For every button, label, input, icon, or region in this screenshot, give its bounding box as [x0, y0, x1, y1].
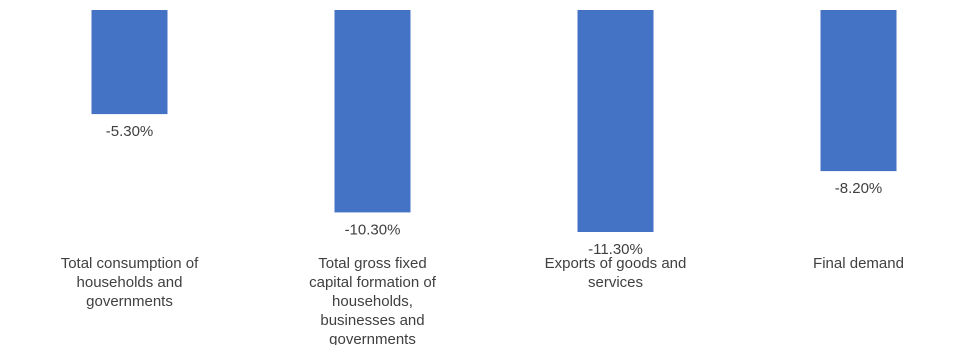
category-label: Total gross fixed capital formation of hou…: [309, 255, 437, 345]
bar: [334, 10, 411, 213]
data-label: -11.30%: [588, 241, 643, 258]
category-label: Total consumption of households and govern…: [61, 255, 199, 310]
category-label-line: Final demand: [813, 255, 904, 272]
category-label-line: Exports of goods and: [545, 255, 687, 272]
category-label-line: households and: [77, 274, 183, 291]
bar: [820, 10, 897, 172]
category-labels-group: Total consumption of households and govern…: [61, 255, 904, 345]
category-label-line: governments: [329, 331, 416, 345]
bars-group: [91, 10, 897, 232]
category-label-line: governments: [86, 293, 173, 310]
bar: [91, 10, 168, 115]
category-label: Final demand: [813, 255, 904, 272]
data-labels-group: -5.30% -10.30% -11.30% -8.20%: [106, 123, 883, 258]
category-label: Exports of goods and services: [545, 255, 687, 291]
category-label-line: Total gross fixed: [318, 255, 426, 272]
bar: [577, 10, 654, 232]
data-label: -10.30%: [345, 221, 401, 238]
category-label-line: capital formation of: [309, 274, 437, 291]
category-label-line: Total consumption of: [61, 255, 199, 272]
data-label: -5.30%: [106, 123, 154, 140]
category-label-line: services: [588, 274, 643, 291]
category-label-line: households,: [332, 293, 413, 310]
data-label: -8.20%: [835, 180, 883, 197]
category-label-line: businesses and: [320, 312, 424, 329]
